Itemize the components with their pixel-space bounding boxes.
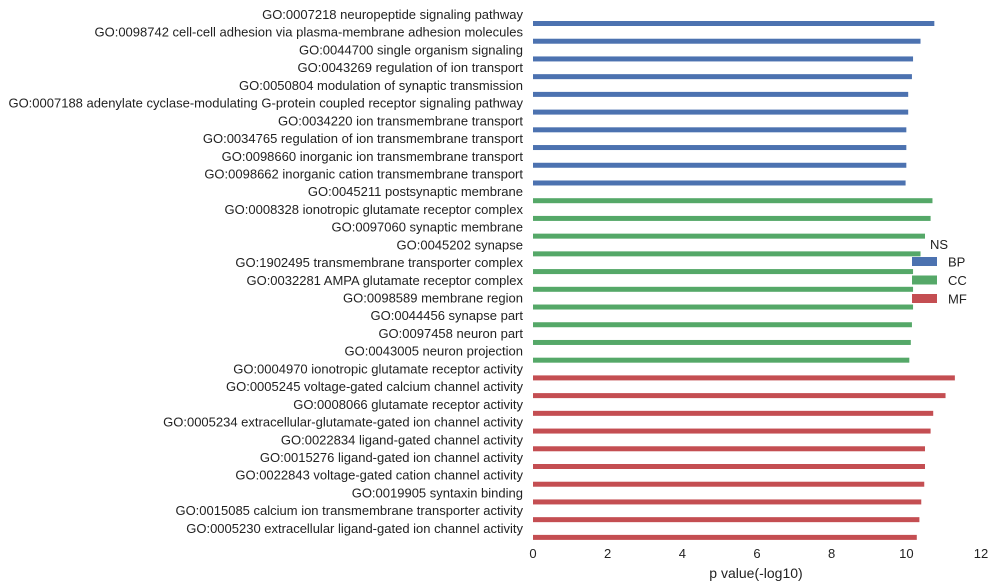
legend-label-bp: BP xyxy=(948,255,965,270)
category-label: GO:0005245 voltage-gated calcium channel… xyxy=(226,379,524,394)
legend-swatch-mf xyxy=(912,294,937,303)
category-label: GO:0098589 membrane region xyxy=(343,291,523,306)
category-label: GO:0097458 neuron part xyxy=(378,326,523,341)
legend: NS BP CC MF xyxy=(912,237,967,307)
category-label: GO:0008328 ionotropic glutamate receptor… xyxy=(225,202,524,217)
bar-bp xyxy=(533,38,921,44)
bar-bp xyxy=(533,21,935,26)
bar-cc xyxy=(533,269,914,275)
bar-mf xyxy=(533,393,946,399)
bar-cc xyxy=(533,286,914,292)
legend-label-cc: CC xyxy=(948,273,967,288)
category-label: GO:0015085 calcium ion transmembrane tra… xyxy=(175,503,523,518)
category-label: GO:0004970 ionotropic glutamate receptor… xyxy=(233,361,523,376)
bar-mf xyxy=(533,481,925,487)
category-label: GO:0098660 inorganic ion transmembrane t… xyxy=(222,149,524,164)
category-label: GO:0008066 glutamate receptor activity xyxy=(293,397,523,412)
x-tick-label: 2 xyxy=(604,546,611,561)
bar-bp xyxy=(533,91,909,97)
x-axis-ticks: 0 2 4 6 8 10 12 xyxy=(529,546,988,561)
category-label: GO:0005234 extracellular-glutamate-gated… xyxy=(163,415,523,430)
category-label: GO:0043269 regulation of ion transport xyxy=(298,60,524,75)
category-label: GO:0019905 syntaxin binding xyxy=(352,485,523,500)
category-label: GO:0050804 modulation of synaptic transm… xyxy=(239,78,523,93)
bar-cc xyxy=(533,198,933,204)
category-label: GO:0034220 ion transmembrane transport xyxy=(278,113,523,128)
category-label: GO:0045202 synapse xyxy=(397,237,523,252)
legend-title: NS xyxy=(930,237,948,252)
category-label: GO:0032281 AMPA glutamate receptor compl… xyxy=(246,273,523,288)
bar-cc xyxy=(533,251,921,257)
bar-mf xyxy=(533,428,931,434)
bar-cc xyxy=(533,322,912,328)
bar-mf xyxy=(533,410,934,416)
bar-mf xyxy=(533,375,955,381)
bar-cc xyxy=(533,233,925,239)
category-label: GO:1902495 transmembrane transporter com… xyxy=(235,255,523,270)
bar-mf xyxy=(533,464,925,469)
category-label: GO:0044456 synapse part xyxy=(371,308,524,323)
category-label: GO:0097060 synaptic membrane xyxy=(332,220,524,235)
bar-bp xyxy=(533,162,907,168)
bar-cc xyxy=(533,215,931,221)
category-label: GO:0007188 adenylate cyclase-modulating … xyxy=(8,96,523,111)
category-label: GO:0034765 regulation of ion transmembra… xyxy=(203,131,524,146)
category-labels: GO:0007218 neuropeptide signaling pathwa… xyxy=(8,7,523,536)
category-label: GO:0022843 voltage-gated cation channel … xyxy=(235,468,523,483)
category-label: GO:0098742 cell-cell adhesion via plasma… xyxy=(94,25,523,40)
bars-layer xyxy=(533,21,955,540)
category-label: GO:0022834 ligand-gated channel activity xyxy=(281,432,524,447)
x-axis-title: p value(-log10) xyxy=(709,565,802,581)
bar-bp xyxy=(533,127,907,133)
x-tick-label: 0 xyxy=(529,546,536,561)
category-label: GO:0043005 neuron projection xyxy=(344,344,523,359)
category-label: GO:0044700 single organism signaling xyxy=(299,42,523,57)
category-label: GO:0098662 inorganic cation transmembran… xyxy=(204,166,523,181)
legend-label-mf: MF xyxy=(948,292,967,307)
bar-cc xyxy=(533,304,914,310)
x-tick-label: 8 xyxy=(828,546,835,561)
bar-mf xyxy=(533,517,920,523)
x-tick-label: 12 xyxy=(974,546,988,561)
x-tick-label: 6 xyxy=(753,546,760,561)
category-label: GO:0045211 postsynaptic membrane xyxy=(308,184,523,199)
bar-cc xyxy=(533,339,911,345)
category-label: GO:0005230 extracellular ligand-gated io… xyxy=(186,521,523,536)
legend-swatch-bp xyxy=(912,257,937,266)
bar-mf xyxy=(533,534,917,540)
bar-cc xyxy=(533,357,910,363)
bar-bp xyxy=(533,145,907,151)
x-tick-label: 4 xyxy=(679,546,686,561)
category-label: GO:0007218 neuropeptide signaling pathwa… xyxy=(262,7,523,22)
bar-bp xyxy=(533,180,906,186)
x-tick-label: 10 xyxy=(899,546,913,561)
bar-bp xyxy=(533,109,909,115)
bar-mf xyxy=(533,499,922,505)
bar-mf xyxy=(533,446,925,452)
bar-bp xyxy=(533,56,914,62)
legend-swatch-cc xyxy=(912,275,937,285)
category-label: GO:0015276 ligand-gated ion channel acti… xyxy=(260,450,524,465)
bar-bp xyxy=(533,74,912,80)
